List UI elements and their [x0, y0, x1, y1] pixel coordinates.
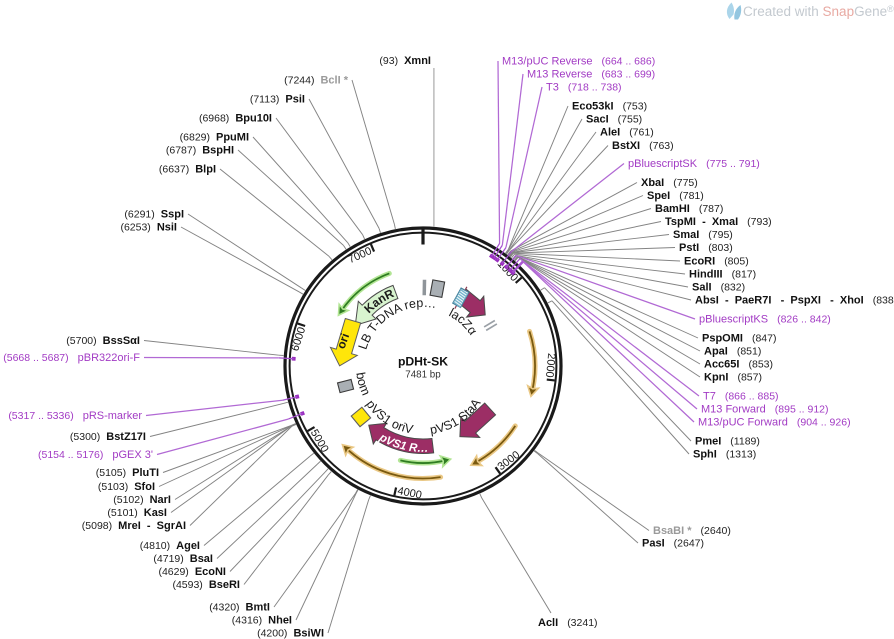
svg-text:2000: 2000 [543, 353, 557, 378]
svg-text:AleI(761): AleI (761) [600, 127, 654, 139]
svg-text:PmeI(1189): PmeI (1189) [695, 436, 760, 448]
svg-text:(7113)PsiI: (7113) PsiI [250, 94, 305, 106]
svg-text:BsaBI *(2640): BsaBI * (2640) [653, 525, 731, 537]
svg-text:EcoRI(805): EcoRI (805) [684, 256, 749, 268]
svg-text:Acc65I(853): Acc65I (853) [704, 359, 773, 371]
svg-text:(5102)NarI: (5102) NarI [113, 494, 171, 506]
svg-text:(5668 .. 5687)pBR322ori-F: (5668 .. 5687) pBR322ori-F [3, 352, 140, 364]
svg-text:(5103)SfoI: (5103) SfoI [98, 481, 155, 493]
svg-text:(5154 .. 5176)pGEX 3': (5154 .. 5176) pGEX 3' [38, 449, 153, 461]
svg-text:BstXI(763): BstXI (763) [612, 140, 674, 152]
svg-text:AbsI - PaeR7I - PspXI -: AbsI - PaeR7I - PspXI - XhoI(838) [695, 295, 894, 307]
svg-text:(6291)SspI: (6291) SspI [124, 209, 184, 221]
svg-text:(5700)BssSαI: (5700) BssSαI [66, 335, 140, 347]
svg-text:(5300)BstZ17I: (5300) BstZ17I [70, 431, 146, 443]
svg-text:M13 Reverse(683 .. 699): M13 Reverse (683 .. 699) [527, 69, 655, 81]
svg-text:pBluescriptKS(826 .. 842): pBluescriptKS (826 .. 842) [699, 314, 831, 326]
svg-text:AclI(3241): AclI (3241) [538, 617, 598, 629]
svg-text:BamHI(787): BamHI (787) [655, 203, 723, 215]
svg-text:PstI(803): PstI (803) [679, 242, 733, 254]
svg-text:(6968)Bpu10I: (6968) Bpu10I [199, 113, 272, 125]
svg-text:(4593)BseRI: (4593) BseRI [172, 579, 240, 591]
svg-text:SphI(1313): SphI (1313) [693, 449, 756, 461]
svg-text:Eco53kI(753): Eco53kI (753) [572, 101, 647, 113]
svg-text:T3(718 .. 738): T3 (718 .. 738) [546, 82, 622, 94]
svg-text:M13/pUC Reverse(664 .. 686): M13/pUC Reverse (664 .. 686) [502, 56, 655, 68]
svg-text:(5098)MreI - SgrAI: (5098) MreI - SgrAI [82, 520, 186, 532]
svg-text:SmaI(795): SmaI (795) [673, 229, 733, 241]
svg-text:(6829)PpuMI: (6829) PpuMI [180, 132, 249, 144]
svg-text:(5101)KasI: (5101) KasI [107, 507, 167, 519]
svg-text:PasI(2647): PasI (2647) [642, 538, 704, 550]
svg-text:7481 bp: 7481 bp [405, 370, 441, 381]
svg-text:M13/pUC Forward(904 .. 926): M13/pUC Forward (904 .. 926) [698, 417, 851, 429]
svg-text:ori: ori [334, 331, 352, 350]
svg-text:(4810)AgeI: (4810) AgeI [140, 540, 200, 552]
svg-text:(4719)BsaI: (4719) BsaI [153, 553, 213, 565]
svg-text:XbaI(775): XbaI (775) [641, 177, 698, 189]
svg-text:HindIII(817): HindIII (817) [689, 269, 756, 281]
svg-text:pBluescriptSK(775 .. 791): pBluescriptSK (775 .. 791) [628, 158, 760, 170]
svg-text:ApaI(851): ApaI (851) [704, 346, 761, 358]
svg-text:T7(866 .. 885): T7 (866 .. 885) [703, 391, 779, 403]
svg-text:pDHt-SK: pDHt-SK [398, 355, 448, 369]
svg-text:(5105)PluTI: (5105) PluTI [96, 467, 159, 479]
svg-text:(4320)BmtI: (4320) BmtI [209, 602, 270, 614]
svg-text:(4200)BsiWI: (4200) BsiWI [257, 628, 324, 639]
svg-text:SacI(755): SacI (755) [586, 114, 642, 126]
svg-text:TspMI - XmaI(793): TspMI - XmaI (793) [665, 216, 772, 228]
svg-text:(6637)BlpI: (6637) BlpI [159, 164, 216, 176]
svg-text:M13 Forward(895 .. 912): M13 Forward (895 .. 912) [701, 404, 829, 416]
svg-text:(5317 .. 5336)pRS-marker: (5317 .. 5336) pRS-marker [8, 410, 142, 422]
svg-text:(4629)EcoNI: (4629) EcoNI [158, 566, 226, 578]
svg-text:4000: 4000 [396, 485, 422, 502]
svg-text:(93)XmnI: (93) XmnI [379, 55, 431, 67]
svg-text:(4316)NheI: (4316) NheI [232, 615, 292, 627]
svg-text:(6787)BspHI: (6787) BspHI [166, 145, 234, 157]
svg-text:PspOMI(847): PspOMI (847) [702, 333, 776, 345]
svg-text:(7244)BclI *: (7244) BclI * [284, 75, 349, 87]
svg-text:SpeI(781): SpeI (781) [647, 190, 704, 202]
svg-text:Created with SnapGene®: Created with SnapGene® [743, 4, 894, 19]
svg-text:(6253)NsiI: (6253) NsiI [120, 222, 177, 234]
svg-text:KpnI(857): KpnI (857) [704, 372, 762, 384]
svg-text:SalI(832): SalI (832) [692, 282, 745, 294]
